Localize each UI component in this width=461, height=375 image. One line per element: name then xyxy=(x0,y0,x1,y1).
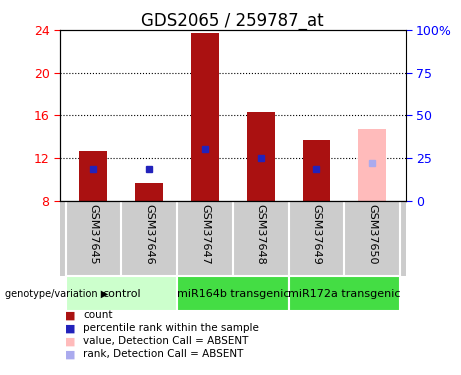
Text: GSM37648: GSM37648 xyxy=(256,204,266,265)
Text: GSM37646: GSM37646 xyxy=(144,204,154,265)
Text: miR164b transgenic: miR164b transgenic xyxy=(177,288,289,298)
Text: GSM37649: GSM37649 xyxy=(312,204,321,265)
Bar xyxy=(79,150,107,201)
Bar xyxy=(358,129,386,201)
Text: GSM37650: GSM37650 xyxy=(367,204,377,265)
Text: percentile rank within the sample: percentile rank within the sample xyxy=(83,323,259,333)
Text: rank, Detection Call = ABSENT: rank, Detection Call = ABSENT xyxy=(83,350,243,359)
Title: GDS2065 / 259787_at: GDS2065 / 259787_at xyxy=(142,12,324,30)
Text: value, Detection Call = ABSENT: value, Detection Call = ABSENT xyxy=(83,336,248,346)
Text: control: control xyxy=(102,288,141,298)
Bar xyxy=(135,183,163,201)
Bar xyxy=(302,140,331,201)
Text: ■: ■ xyxy=(65,310,75,320)
Bar xyxy=(177,276,289,310)
Bar xyxy=(289,276,400,310)
Text: GSM37647: GSM37647 xyxy=(200,204,210,265)
Text: ■: ■ xyxy=(65,350,75,359)
Text: ■: ■ xyxy=(65,336,75,346)
Bar xyxy=(65,276,177,310)
Bar xyxy=(247,112,275,201)
Text: genotype/variation ▶: genotype/variation ▶ xyxy=(5,288,108,298)
Text: count: count xyxy=(83,310,112,320)
Text: ■: ■ xyxy=(65,323,75,333)
Text: GSM37645: GSM37645 xyxy=(89,204,98,265)
Text: miR172a transgenic: miR172a transgenic xyxy=(288,288,401,298)
Bar xyxy=(191,33,219,201)
